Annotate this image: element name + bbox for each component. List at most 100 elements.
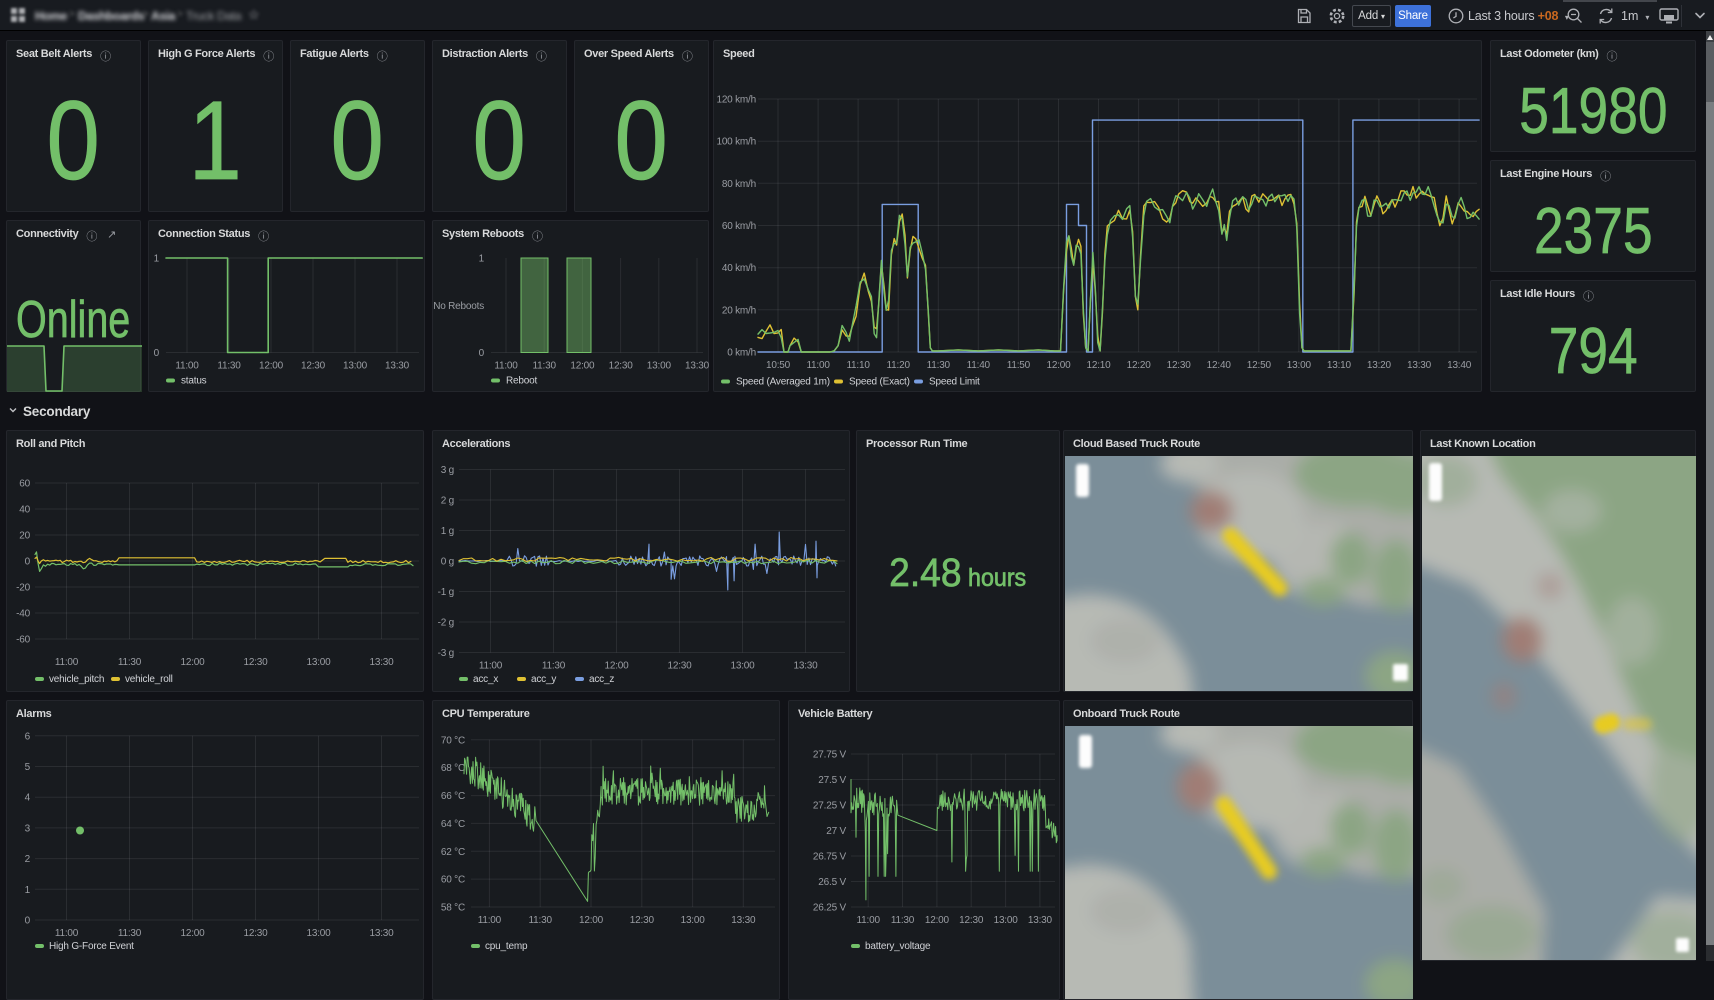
svg-text:60 °C: 60 °C xyxy=(441,875,465,886)
svg-text:26.75 V: 26.75 V xyxy=(813,852,847,863)
svg-text:11:00: 11:00 xyxy=(806,360,830,371)
svg-text:11:40: 11:40 xyxy=(967,360,991,371)
svg-text:100 km/h: 100 km/h xyxy=(716,137,756,148)
svg-text:-1 g: -1 g xyxy=(438,587,454,598)
svg-text:12:00: 12:00 xyxy=(604,661,629,672)
svg-text:0: 0 xyxy=(25,916,31,927)
svg-text:12:00: 12:00 xyxy=(925,915,950,926)
svg-text:11:30: 11:30 xyxy=(927,360,951,371)
svg-text:13:00: 13:00 xyxy=(343,361,368,372)
svg-text:12:00: 12:00 xyxy=(579,915,604,926)
svg-text:1: 1 xyxy=(154,254,160,265)
svg-text:No Reboots: No Reboots xyxy=(433,301,484,312)
svg-text:11:30: 11:30 xyxy=(542,661,566,672)
svg-text:1: 1 xyxy=(479,254,485,265)
svg-text:10:50: 10:50 xyxy=(766,360,791,371)
svg-text:acc_y: acc_y xyxy=(531,674,556,685)
svg-text:12:30: 12:30 xyxy=(243,928,268,939)
svg-text:12:30: 12:30 xyxy=(243,657,268,668)
svg-text:66 °C: 66 °C xyxy=(441,791,465,802)
svg-text:13:40: 13:40 xyxy=(1447,360,1472,371)
svg-text:13:20: 13:20 xyxy=(1367,360,1392,371)
svg-text:12:30: 12:30 xyxy=(667,661,692,672)
svg-text:12:30: 12:30 xyxy=(1167,360,1192,371)
svg-text:Speed (Exact): Speed (Exact) xyxy=(849,377,910,388)
svg-text:3 g: 3 g xyxy=(441,465,454,476)
svg-text:12:10: 12:10 xyxy=(1086,360,1111,371)
svg-text:12:40: 12:40 xyxy=(1207,360,1232,371)
svg-text:0: 0 xyxy=(479,348,485,359)
svg-text:26.5 V: 26.5 V xyxy=(818,877,846,888)
svg-text:58 °C: 58 °C xyxy=(441,903,465,914)
svg-text:11:00: 11:00 xyxy=(55,928,79,939)
svg-text:0: 0 xyxy=(25,557,31,568)
svg-text:-3 g: -3 g xyxy=(438,648,454,659)
svg-text:2 g: 2 g xyxy=(441,496,454,507)
svg-text:13:30: 13:30 xyxy=(793,661,818,672)
svg-text:20 km/h: 20 km/h xyxy=(722,305,756,316)
svg-text:High G-Force Event: High G-Force Event xyxy=(49,941,134,952)
svg-text:27.75 V: 27.75 V xyxy=(813,750,847,761)
svg-text:battery_voltage: battery_voltage xyxy=(865,941,931,952)
svg-text:-2 g: -2 g xyxy=(438,618,454,629)
svg-text:Reboot: Reboot xyxy=(506,376,537,387)
svg-text:11:30: 11:30 xyxy=(891,915,915,926)
svg-text:11:00: 11:00 xyxy=(857,915,881,926)
svg-text:12:00: 12:00 xyxy=(1046,360,1071,371)
svg-text:Speed Limit: Speed Limit xyxy=(929,377,980,388)
svg-text:13:10: 13:10 xyxy=(1327,360,1352,371)
svg-text:64 °C: 64 °C xyxy=(441,819,465,830)
svg-text:13:00: 13:00 xyxy=(1287,360,1312,371)
svg-text:Speed (Averaged 1m): Speed (Averaged 1m) xyxy=(736,377,830,388)
svg-text:11:30: 11:30 xyxy=(529,915,553,926)
svg-text:13:00: 13:00 xyxy=(681,915,706,926)
svg-text:12:00: 12:00 xyxy=(570,361,595,372)
svg-text:11:00: 11:00 xyxy=(55,657,79,668)
svg-text:13:30: 13:30 xyxy=(385,361,410,372)
svg-text:11:50: 11:50 xyxy=(1007,360,1031,371)
svg-text:11:10: 11:10 xyxy=(846,360,870,371)
svg-text:62 °C: 62 °C xyxy=(441,847,465,858)
svg-text:70 °C: 70 °C xyxy=(441,735,465,746)
svg-text:13:30: 13:30 xyxy=(369,928,394,939)
svg-text:12:30: 12:30 xyxy=(959,915,984,926)
svg-text:12:30: 12:30 xyxy=(301,361,326,372)
svg-text:1: 1 xyxy=(25,885,31,896)
svg-text:12:30: 12:30 xyxy=(609,361,634,372)
svg-text:vehicle_pitch: vehicle_pitch xyxy=(49,674,104,685)
svg-text:-20: -20 xyxy=(16,583,30,594)
svg-text:13:30: 13:30 xyxy=(1407,360,1432,371)
svg-text:13:00: 13:00 xyxy=(306,928,331,939)
svg-text:4: 4 xyxy=(25,793,31,804)
svg-text:27.5 V: 27.5 V xyxy=(818,775,846,786)
svg-text:acc_x: acc_x xyxy=(473,674,498,685)
svg-text:13:30: 13:30 xyxy=(1028,915,1053,926)
svg-text:acc_z: acc_z xyxy=(589,674,614,685)
svg-text:40: 40 xyxy=(19,505,30,516)
svg-text:120 km/h: 120 km/h xyxy=(716,95,756,106)
svg-text:12:50: 12:50 xyxy=(1247,360,1272,371)
svg-text:13:00: 13:00 xyxy=(306,657,331,668)
svg-text:80 km/h: 80 km/h xyxy=(722,179,756,190)
svg-text:60 km/h: 60 km/h xyxy=(722,221,756,232)
svg-text:11:30: 11:30 xyxy=(217,361,241,372)
svg-text:12:00: 12:00 xyxy=(180,657,205,668)
svg-text:13:30: 13:30 xyxy=(731,915,756,926)
svg-text:11:00: 11:00 xyxy=(478,915,502,926)
svg-text:0 km/h: 0 km/h xyxy=(727,348,756,359)
svg-text:11:30: 11:30 xyxy=(118,657,142,668)
svg-text:2: 2 xyxy=(25,854,31,865)
svg-text:vehicle_roll: vehicle_roll xyxy=(125,674,173,685)
svg-text:12:00: 12:00 xyxy=(259,361,284,372)
svg-text:1 g: 1 g xyxy=(441,526,454,537)
svg-text:68 °C: 68 °C xyxy=(441,763,465,774)
svg-text:12:30: 12:30 xyxy=(630,915,655,926)
svg-text:13:00: 13:00 xyxy=(730,661,755,672)
svg-text:40 km/h: 40 km/h xyxy=(722,263,756,274)
svg-text:6: 6 xyxy=(25,731,31,742)
svg-text:60: 60 xyxy=(19,479,30,490)
svg-text:-60: -60 xyxy=(16,635,30,646)
svg-text:12:20: 12:20 xyxy=(1127,360,1152,371)
svg-text:12:00: 12:00 xyxy=(180,928,205,939)
svg-text:0 g: 0 g xyxy=(441,557,454,568)
